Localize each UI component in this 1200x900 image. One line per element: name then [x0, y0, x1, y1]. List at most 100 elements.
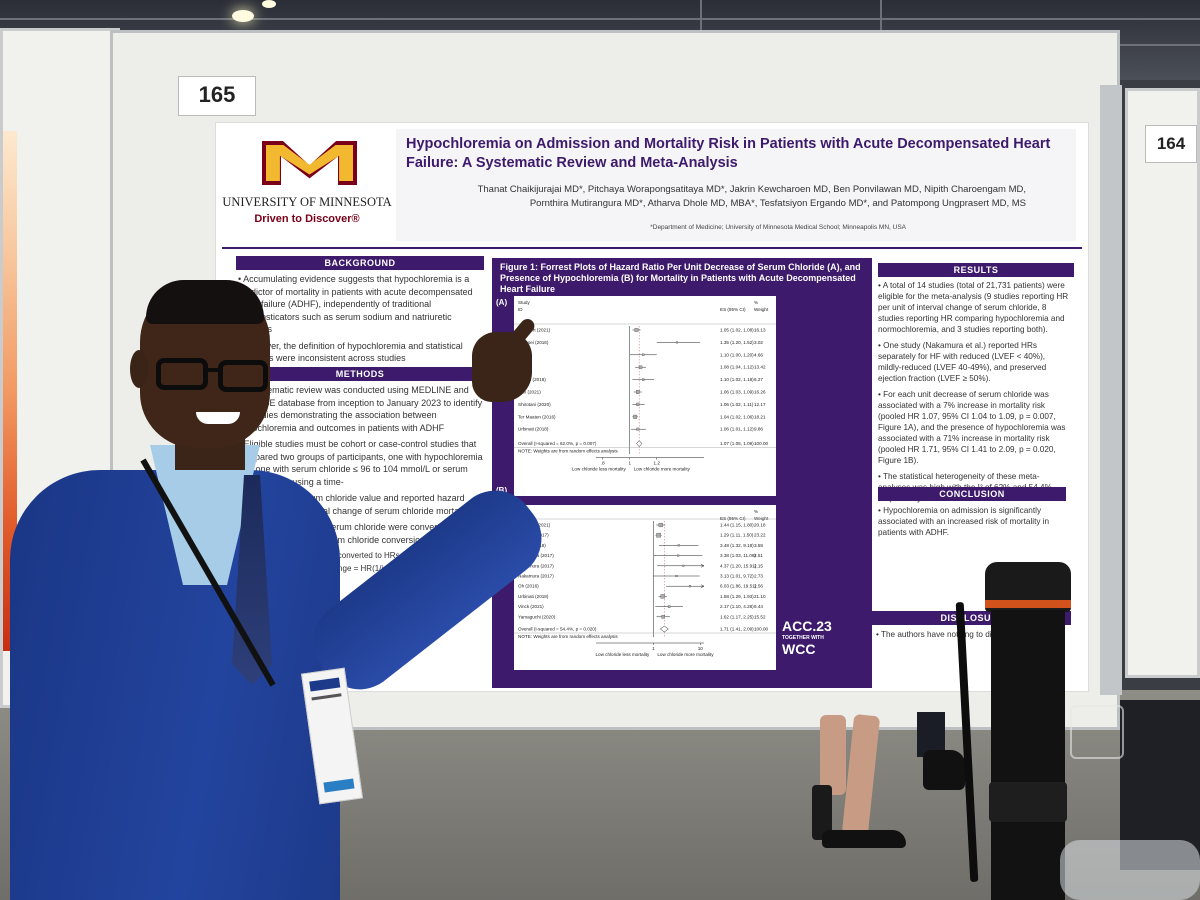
- authors-line-1: Thanat Chaikijurajai MD*, Pitchaya Worap…: [477, 184, 1026, 195]
- study-label: Grossei (2016): [518, 340, 549, 345]
- conclusion-text: • Hypochloremia on admission is signific…: [878, 506, 1050, 537]
- weight-value: 6.44: [754, 604, 763, 609]
- glasses-left-lens-icon: [156, 358, 208, 390]
- x-tick-label: 1.2: [654, 461, 661, 466]
- forest-plot-a: Study ID ES (95% CI)% Weight Cuthbert (2021)…: [514, 296, 776, 496]
- figure-title: Figure 1: Forrest Plots of Hazard Ratio …: [500, 262, 861, 294]
- weight-value: 3.02: [754, 340, 763, 345]
- study-label: Nakamura (2017): [518, 574, 554, 579]
- background-header: BACKGROUND: [236, 256, 484, 270]
- methods-bullet-1: • A systematic review was conducted usin…: [238, 385, 483, 433]
- ci-arrow: [700, 584, 705, 588]
- weights-note: NOTE: Weights are from random effects an…: [518, 449, 618, 454]
- es-value: 1.10 (1.02, 1.18): [720, 377, 754, 382]
- glasses-right-lens-icon: [218, 360, 268, 392]
- study-label: Pan (2021): [518, 390, 541, 395]
- results-bullet-1: • A total of 14 studies (total of 21,731…: [878, 281, 1069, 334]
- point-estimate: [633, 414, 638, 419]
- col-es-header: ES (95% CI): [720, 516, 746, 521]
- weights-note: NOTE: Weights are from random effects an…: [518, 634, 618, 639]
- acc-logo-sub: TOGETHER WITH: [782, 635, 824, 641]
- smile: [196, 412, 240, 424]
- study-label: Kondo (2018): [518, 377, 546, 382]
- es-value: 1.06 (1.02, 1.11): [720, 402, 754, 407]
- weight-value: 6.27: [754, 377, 763, 382]
- point-estimate: [642, 378, 645, 381]
- plastic-bag: [1060, 840, 1200, 900]
- point-estimate: [638, 365, 643, 369]
- wcc-logo-text: WCC: [782, 641, 816, 657]
- study-label: Shirotani (2020): [518, 402, 551, 407]
- methods-bullet-3: • We analyzed serum chloride value and r…: [238, 493, 471, 516]
- research-poster: UNIVERSITY OF MINNESOTA Driven to Discov…: [215, 122, 1089, 692]
- authors-line-2: Pornthira Mutirangura MD*, Atharva Dhole…: [529, 197, 1026, 209]
- es-value: 1.29 (1.11, 1.50): [720, 533, 754, 538]
- booth-number-164: 164: [1145, 125, 1197, 163]
- weight-value: 4.66: [754, 352, 763, 357]
- col-weight-header: Weight: [754, 307, 769, 312]
- col-es-header: ES (95% CI): [720, 307, 746, 312]
- point-estimate: [642, 353, 645, 356]
- point-estimate: [667, 605, 671, 608]
- x-tick-label: 1: [628, 461, 631, 466]
- cup-holder: [1070, 705, 1124, 759]
- overall-weight-value: 100.00: [754, 441, 768, 446]
- weight-value: 2.51: [754, 553, 763, 558]
- university-logo: UNIVERSITY OF MINNESOTA Driven to Discov…: [222, 127, 392, 239]
- point-estimate: [658, 522, 663, 528]
- weight-value: 15.52: [754, 614, 766, 619]
- point-estimate: [636, 427, 640, 431]
- weight-value: 18.21: [754, 414, 766, 419]
- weight-value: 16.26: [754, 390, 766, 395]
- es-value: 2.17 (1.10, 4.28): [720, 604, 754, 609]
- point-estimate: [677, 544, 680, 547]
- disclosure-text: • The authors have nothing to disclo: [876, 630, 1007, 639]
- es-value: 1.06 (1.03, 1.09): [720, 390, 754, 395]
- results-text: • A total of 14 studies (total of 21,731…: [878, 280, 1070, 504]
- right-direction-label: Low chloride more mortality: [657, 652, 714, 657]
- hair: [146, 280, 264, 324]
- point-estimate: [688, 585, 691, 588]
- point-estimate: [682, 564, 685, 567]
- es-value: 1.35 (1.20, 1.52): [720, 340, 754, 345]
- title-divider: [222, 247, 1082, 249]
- overall-label: Overall (I-squared = 62.0%, p = 0.007): [518, 441, 597, 446]
- left-direction-label: Low chloride less mortality: [595, 652, 650, 657]
- es-value: 3.48 (1.32, 9.18): [720, 543, 754, 548]
- col-weight-pct-header: %: [754, 509, 758, 514]
- booth-number-165: 165: [178, 76, 256, 116]
- weight-value: 12.17: [754, 402, 766, 407]
- poster-affiliation: *Department of Medicine; University of M…: [650, 224, 906, 231]
- university-name: UNIVERSITY OF MINNESOTA: [222, 195, 392, 209]
- weight-value: 2.56: [754, 584, 763, 589]
- ceiling-light: [262, 0, 276, 8]
- es-value: 3.13 (1.01, 9.72): [720, 574, 754, 579]
- conclusion-header: CONCLUSION: [878, 487, 1066, 501]
- poster-title: Hypochloremia on Admission and Mortality…: [406, 136, 1051, 171]
- col-weight-header: Weight: [754, 516, 769, 521]
- left-direction-label: Low chloride less mortality: [572, 467, 627, 472]
- overall-diamond: [636, 440, 643, 447]
- glasses-bridge: [205, 368, 221, 372]
- es-value: 4.37 (1.20, 15.91): [720, 563, 757, 568]
- col-id-header: ID: [518, 307, 523, 312]
- university-tagline: Driven to Discover®: [254, 213, 360, 225]
- point-estimate: [636, 402, 640, 406]
- es-value: 1.08 (1.04, 1.12): [720, 365, 754, 370]
- pointing-hand: [472, 332, 532, 402]
- point-estimate: [656, 532, 661, 538]
- study-label: Nakamura (2017): [518, 563, 554, 568]
- x-tick-label: 1: [652, 646, 655, 651]
- es-value: 1.04 (1.02, 1.06): [720, 414, 754, 419]
- study-label: Urbinati (2018): [518, 594, 549, 599]
- ear: [130, 350, 148, 388]
- results-bullet-2: • One study (Nakamura et al.) reported H…: [878, 341, 1047, 383]
- point-estimate: [661, 615, 665, 619]
- es-value: 1.06 (1.01, 1.12): [720, 427, 754, 432]
- background-person-legs: [812, 713, 922, 865]
- overall-es-value: 1.07 (1.05, 1.09): [720, 441, 754, 446]
- background-person-feet: [915, 712, 965, 792]
- weight-value: 2.15: [754, 563, 763, 568]
- board-post: [1100, 85, 1122, 695]
- point-estimate: [675, 341, 679, 344]
